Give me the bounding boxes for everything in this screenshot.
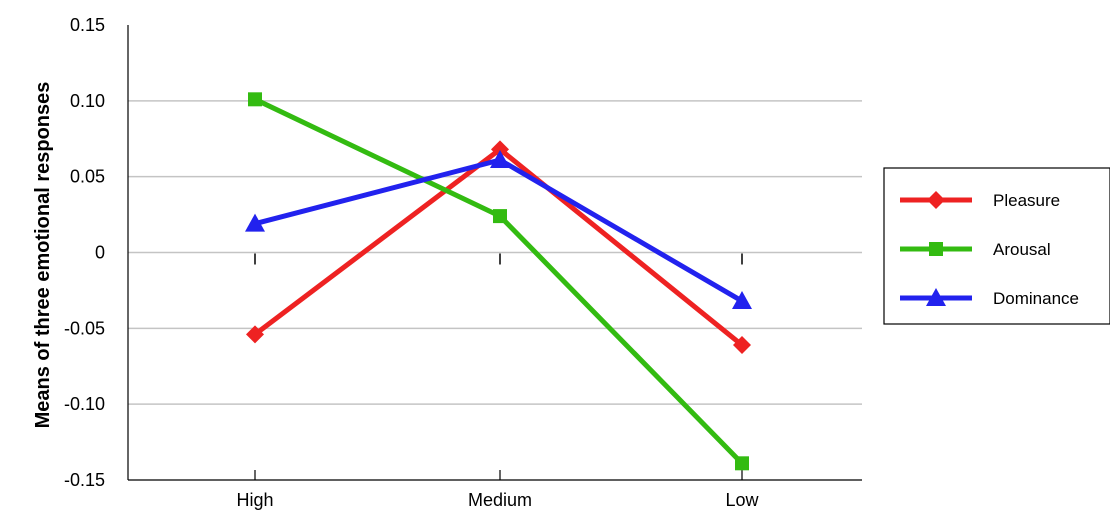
data-point-arousal bbox=[735, 456, 749, 471]
data-point-dominance bbox=[245, 213, 265, 232]
y-tick-label: -0.10 bbox=[64, 394, 105, 414]
y-tick-label: -0.15 bbox=[64, 470, 105, 490]
legend: Pleasure Arousal Dominance bbox=[883, 167, 1110, 325]
x-tick-label: High bbox=[236, 490, 273, 510]
y-axis-title: Means of three emotional responses bbox=[32, 82, 54, 429]
legend-marker-dominance bbox=[926, 288, 946, 306]
legend-marker-pleasure bbox=[927, 191, 945, 209]
x-tick-label: Low bbox=[725, 490, 759, 510]
y-tick-labels: 0.15 0.10 0.05 0 -0.05 -0.10 -0.15 bbox=[64, 15, 105, 490]
series-line-pleasure bbox=[253, 146, 744, 347]
data-point-pleasure bbox=[246, 325, 264, 344]
series-dominance bbox=[245, 149, 752, 310]
y-tick-label: 0.10 bbox=[70, 91, 105, 111]
y-tick-label: -0.05 bbox=[64, 318, 105, 338]
data-point-pleasure bbox=[733, 336, 751, 355]
series-arousal bbox=[248, 92, 749, 471]
y-tick-label: 0.05 bbox=[70, 167, 105, 187]
axes bbox=[127, 25, 862, 481]
data-point-dominance bbox=[732, 291, 752, 310]
y-tick-label: 0 bbox=[95, 243, 105, 263]
legend-label-pleasure: Pleasure bbox=[993, 191, 1060, 210]
grid-lines bbox=[128, 100, 862, 405]
data-point-dominance bbox=[490, 149, 510, 168]
data-point-pleasure bbox=[491, 140, 509, 159]
x-tick-label: Medium bbox=[468, 490, 532, 510]
data-point-arousal bbox=[493, 209, 507, 224]
legend-label-dominance: Dominance bbox=[993, 289, 1079, 308]
legend-label-arousal: Arousal bbox=[993, 240, 1051, 259]
legend-marker-arousal bbox=[929, 242, 943, 256]
data-point-arousal bbox=[248, 92, 262, 107]
series-pleasure bbox=[246, 140, 751, 355]
y-tick-label: 0.15 bbox=[70, 15, 105, 35]
series-group bbox=[245, 92, 752, 471]
x-tick-labels: High Medium Low bbox=[236, 253, 760, 510]
